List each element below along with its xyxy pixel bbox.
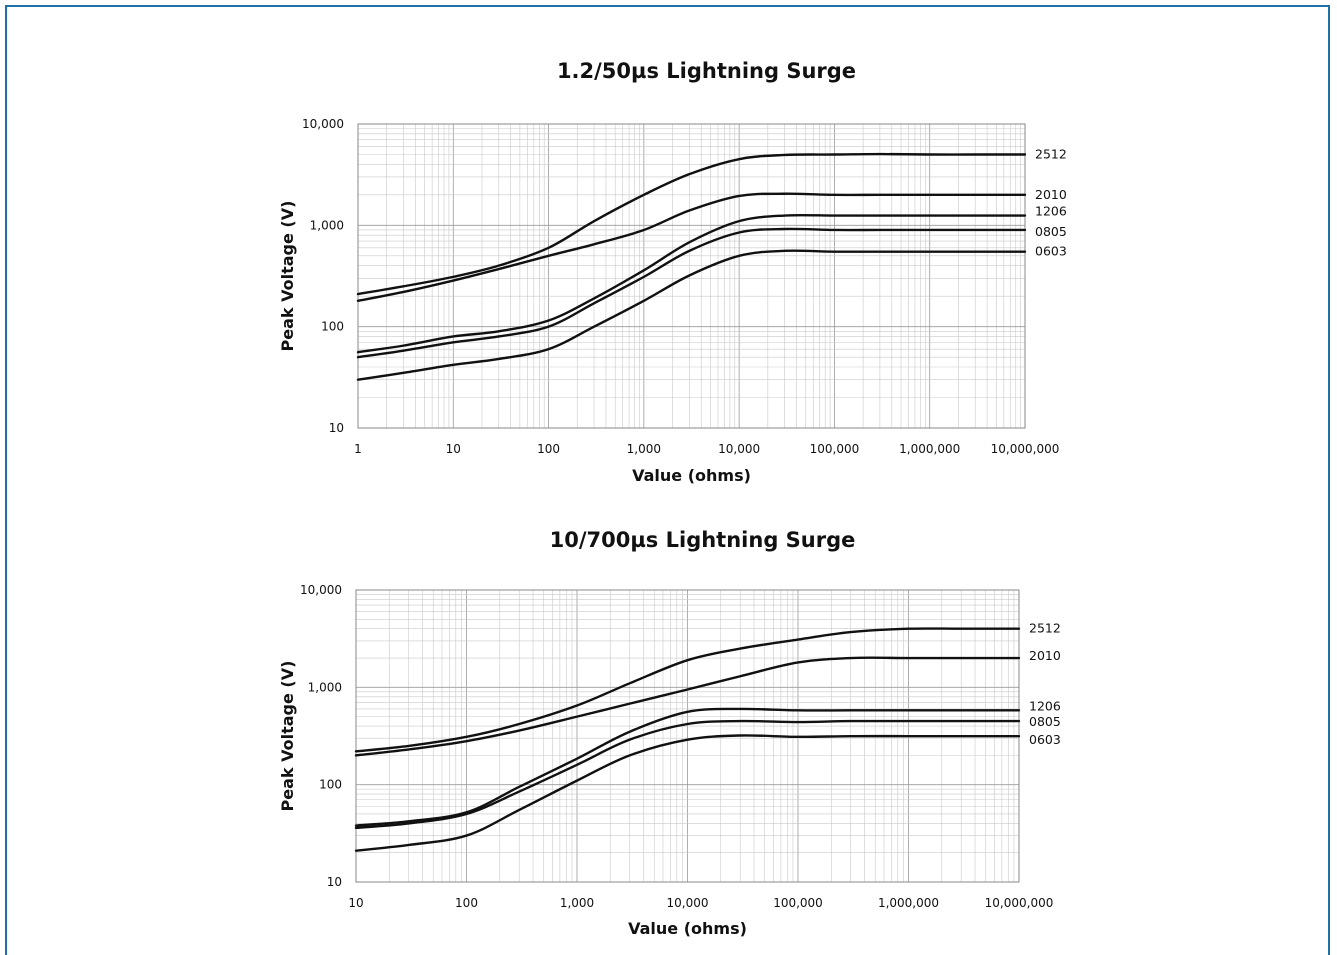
series-label-2010: 2010	[1035, 187, 1067, 202]
series-line-0603	[354, 734, 1021, 852]
series-line-2512	[354, 627, 1021, 753]
series-line-0603	[356, 249, 1027, 381]
chart-title: 1.2/50µs Lightning Surge	[557, 59, 856, 83]
series-label-0805: 0805	[1035, 224, 1067, 239]
y-axis-title: Peak Voltage (V)	[278, 201, 297, 352]
chart-frame	[5, 5, 1330, 955]
x-tick-label: 100	[455, 896, 478, 910]
y-tick-label: 100	[319, 778, 342, 792]
x-tick-label: 100,000	[773, 896, 823, 910]
series-label-2010: 2010	[1029, 648, 1061, 663]
series-line-2512	[356, 152, 1027, 296]
x-axis-title: Value (ohms)	[628, 919, 747, 938]
x-tick-label: 100	[537, 442, 560, 456]
x-tick-label: 10,000	[667, 896, 709, 910]
x-tick-label: 1,000	[560, 896, 594, 910]
gridlines	[357, 124, 1025, 429]
series-label-1206: 1206	[1035, 204, 1067, 219]
series-label-0603: 0603	[1035, 244, 1067, 259]
series-label-1206: 1206	[1029, 698, 1061, 713]
plot-area	[357, 123, 1026, 429]
x-tick-label: 1	[354, 442, 362, 456]
y-axis-title: Peak Voltage (V)	[278, 661, 297, 812]
y-tick-label: 1,000	[310, 218, 344, 232]
y-tick-label: 10,000	[300, 583, 342, 597]
series-label-0805: 0805	[1029, 714, 1061, 729]
x-tick-label: 1,000,000	[878, 896, 939, 910]
chart-2	[354, 589, 1021, 883]
series-label-2512: 2512	[1035, 147, 1067, 162]
y-tick-label: 10	[327, 875, 342, 889]
series-line-1206	[354, 707, 1021, 827]
x-tick-label: 1,000	[627, 442, 661, 456]
y-tick-label: 1,000	[308, 680, 342, 694]
y-tick-label: 10,000	[302, 117, 344, 131]
series-label-2512: 2512	[1029, 621, 1061, 636]
chart-1	[356, 123, 1027, 429]
x-axis-title: Value (ohms)	[632, 466, 751, 485]
y-tick-label: 10	[329, 421, 344, 435]
x-tick-label: 10,000	[718, 442, 760, 456]
series-line-0805	[356, 227, 1027, 359]
x-tick-label: 1,000,000	[899, 442, 960, 456]
y-tick-label: 100	[321, 320, 344, 334]
x-tick-label: 10	[348, 896, 363, 910]
series-line-0805	[354, 719, 1021, 830]
chart-title: 10/700µs Lightning Surge	[550, 528, 856, 552]
x-tick-label: 10,000,000	[985, 896, 1054, 910]
x-tick-label: 10	[446, 442, 461, 456]
x-tick-label: 100,000	[810, 442, 860, 456]
series-label-0603: 0603	[1029, 732, 1061, 747]
x-tick-label: 10,000,000	[991, 442, 1060, 456]
series-line-1206	[356, 213, 1027, 354]
series-line-2010	[354, 656, 1021, 757]
series-line-2010	[356, 192, 1027, 302]
